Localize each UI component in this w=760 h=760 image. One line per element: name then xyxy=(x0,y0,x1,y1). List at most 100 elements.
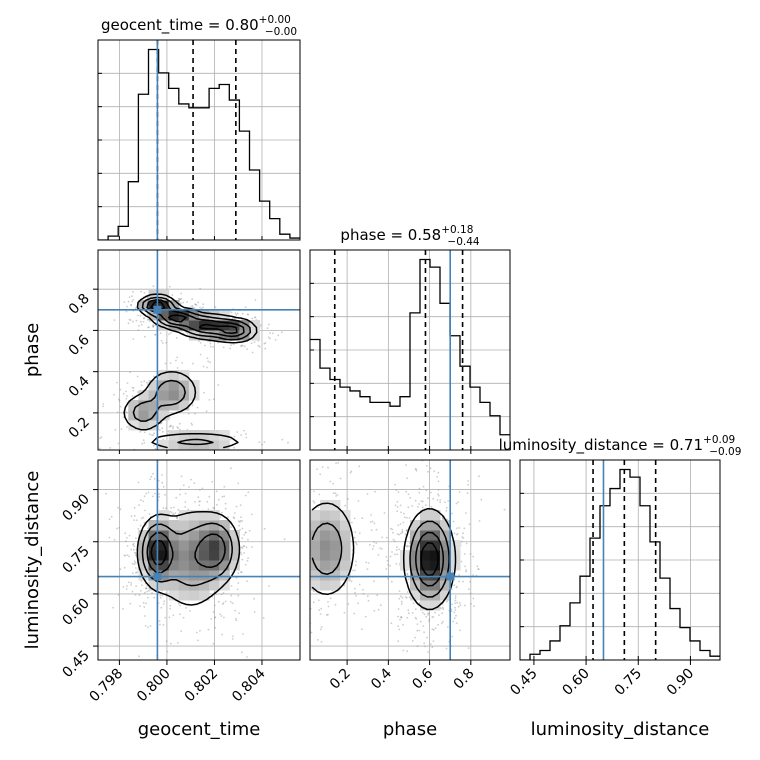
contour-line xyxy=(141,522,233,587)
scatter-point xyxy=(147,626,150,629)
scatter-point xyxy=(403,512,405,515)
scatter-point xyxy=(372,545,375,548)
histogram-step xyxy=(310,258,510,436)
density-cell xyxy=(168,530,180,541)
scatter-point xyxy=(445,452,447,454)
density-cell xyxy=(410,520,421,531)
scatter-point xyxy=(427,651,429,653)
scatter-point xyxy=(394,553,396,556)
scatter-point xyxy=(429,643,432,646)
scatter-point xyxy=(455,502,458,505)
scatter-point xyxy=(222,346,225,349)
scatter-point xyxy=(370,514,372,516)
scatter-point xyxy=(135,571,137,574)
scatter-point xyxy=(417,506,419,508)
scatter-point xyxy=(139,431,142,433)
scatter-point xyxy=(428,620,430,622)
scatter-point xyxy=(251,317,254,320)
scatter-point xyxy=(450,588,453,591)
scatter-point xyxy=(161,481,164,484)
panel-frame xyxy=(97,249,301,451)
scatter-point xyxy=(439,501,441,504)
x-tick-label: 0.798 xyxy=(87,666,127,706)
scatter-point xyxy=(287,505,289,507)
scatter-point xyxy=(241,520,244,522)
scatter-point xyxy=(198,340,200,342)
scatter-point xyxy=(404,596,407,598)
scatter-point xyxy=(243,345,246,348)
density-cell xyxy=(199,580,210,591)
scatter-point xyxy=(397,640,400,643)
scatter-point xyxy=(131,386,134,389)
scatter-point xyxy=(127,581,130,584)
scatter-point xyxy=(207,508,210,510)
scatter-point xyxy=(230,344,232,346)
scatter-point xyxy=(162,507,165,510)
panel-frame xyxy=(519,459,721,661)
scatter-point xyxy=(441,606,444,609)
scatter-point xyxy=(400,603,403,605)
density-cell xyxy=(209,440,220,450)
density-cell xyxy=(430,600,441,611)
scatter-point xyxy=(301,574,303,576)
scatter-point xyxy=(472,597,475,600)
scatter-point xyxy=(247,557,250,559)
scatter-point xyxy=(357,602,359,605)
scatter-point xyxy=(176,356,179,359)
scatter-point xyxy=(105,492,107,495)
scatter-point xyxy=(415,468,417,471)
scatter-point xyxy=(391,528,394,531)
scatter-point xyxy=(444,501,446,504)
density-cell xyxy=(219,320,230,331)
scatter-point xyxy=(118,398,120,401)
scatter-point xyxy=(421,500,424,503)
scatter-point xyxy=(394,483,396,486)
density-cell xyxy=(168,590,180,601)
scatter-point xyxy=(398,533,400,536)
scatter-point xyxy=(286,635,288,637)
scatter-point xyxy=(127,322,130,325)
scatter-point xyxy=(454,606,456,609)
scatter-point xyxy=(236,431,239,433)
scatter-point xyxy=(149,625,152,627)
truth-marker xyxy=(153,305,162,314)
density-cell xyxy=(320,550,331,561)
scatter-point xyxy=(145,381,148,384)
scatter-point xyxy=(152,444,155,447)
scatter-point xyxy=(245,531,247,534)
scatter-point xyxy=(153,432,156,435)
scatter-point xyxy=(230,526,233,528)
scatter-point xyxy=(232,343,235,346)
scatter-point xyxy=(202,365,205,368)
scatter-point xyxy=(165,341,168,344)
scatter-point xyxy=(362,588,364,591)
scatter-point xyxy=(455,622,458,624)
y-tick-label: 0.45 xyxy=(59,648,92,681)
scatter-point xyxy=(262,617,265,619)
scatter-point xyxy=(451,512,453,515)
density-cell xyxy=(178,530,190,541)
density-cell xyxy=(168,370,180,381)
density-cell xyxy=(430,520,441,531)
scatter-point xyxy=(126,395,128,397)
scatter-point xyxy=(343,584,346,587)
scatter-point xyxy=(148,326,150,329)
scatter-point xyxy=(354,587,356,590)
scatter-point xyxy=(131,572,134,574)
scatter-point xyxy=(336,494,339,496)
scatter-point xyxy=(152,326,155,328)
scatter-point xyxy=(176,517,178,519)
scatter-point xyxy=(263,342,266,345)
density-cell xyxy=(158,310,170,321)
scatter-point xyxy=(389,555,392,558)
scatter-point xyxy=(401,531,404,533)
scatter-point xyxy=(437,489,440,491)
scatter-point xyxy=(399,532,402,535)
scatter-point xyxy=(199,500,201,503)
scatter-point xyxy=(221,495,224,498)
scatter-point xyxy=(329,597,332,600)
scatter-point xyxy=(422,611,424,614)
scatter-point xyxy=(230,594,233,597)
scatter-point xyxy=(437,623,439,626)
scatter-point xyxy=(238,612,241,614)
